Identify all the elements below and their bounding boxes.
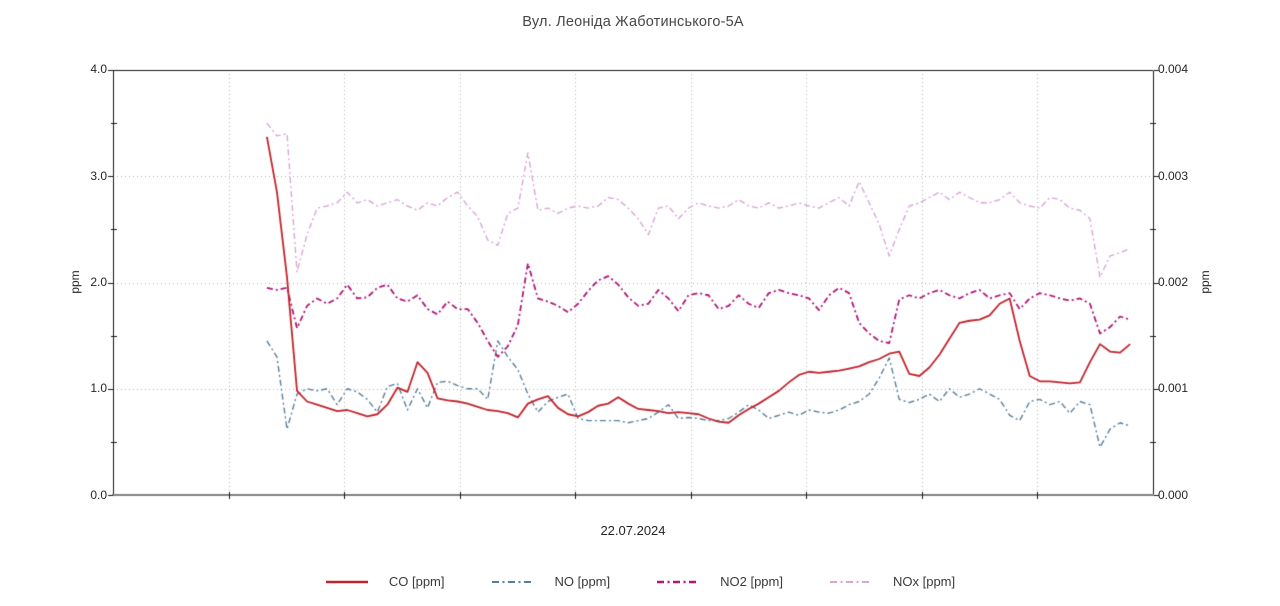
right-axis-tick: 0.000 [1158,488,1189,502]
legend-label-no: NO [ppm] [554,574,611,589]
right-axis-tick: 0.003 [1158,169,1189,183]
left-axis-tick: 1.0 [90,381,107,395]
legend: CO [ppm] NO [ppm] NO2 [ppm] NOx [ppm] [0,574,1280,589]
right-axis-tick: 0.004 [1158,62,1189,76]
legend-label-no2: NO2 [ppm] [720,574,783,589]
right-axis-unit-label: ppm [1198,270,1212,294]
legend-line-nox [829,580,872,583]
chart-title: Вул. Леоніда Жаботинського-5А [522,14,744,30]
x-axis-date-label: 22.07.2024 [600,523,666,538]
legend-line-no [491,580,534,583]
legend-label-nox: NOx [ppm] [892,574,956,589]
legend-line-no2 [657,580,700,583]
legend-item-no2: NO2 [ppm] [656,574,783,589]
right-axis-tick: 0.002 [1158,275,1189,289]
left-axis-tick: 4.0 [90,62,107,76]
left-axis-tick: 0.0 [90,488,107,502]
left-axis-tick: 2.0 [90,275,107,289]
left-axis-tick: 3.0 [90,169,107,183]
legend-label-co: CO [ppm] [388,574,445,589]
legend-line-co [325,580,368,583]
legend-item-co: CO [ppm] [325,574,445,589]
left-axis-unit-label: ppm [68,270,82,294]
legend-item-nox: NOx [ppm] [829,574,955,589]
legend-item-no: NO [ppm] [491,574,611,589]
right-axis-tick: 0.001 [1158,381,1189,395]
